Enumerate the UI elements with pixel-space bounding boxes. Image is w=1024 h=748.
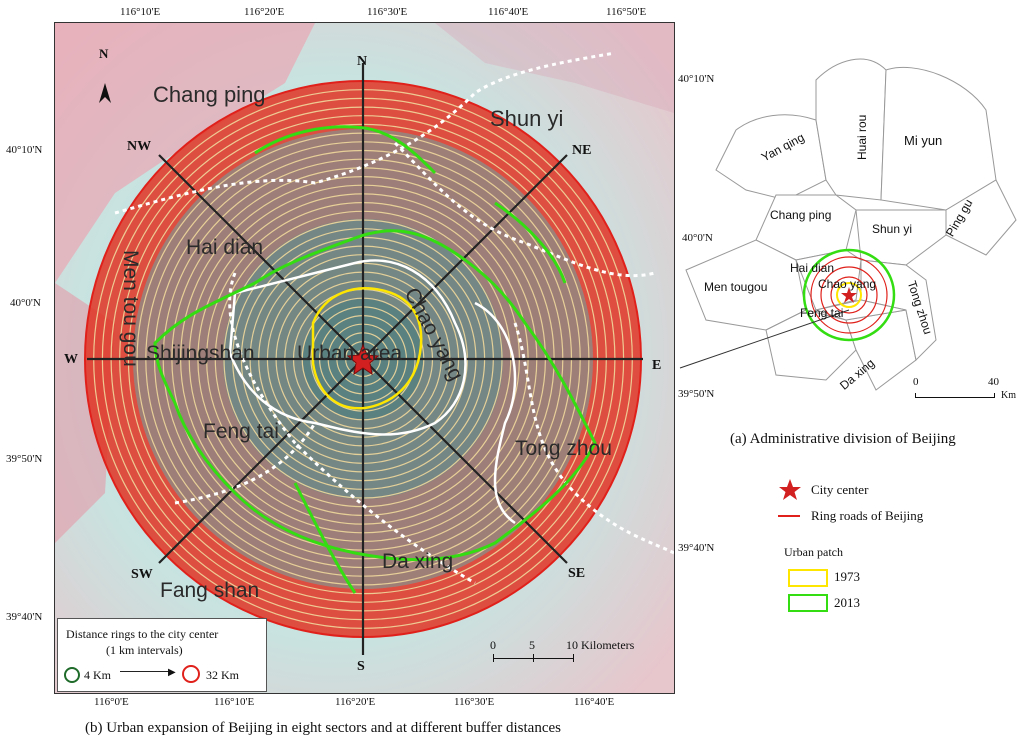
legend-urban-patch: Urban patch [784,545,843,559]
right-lat-3: 39°50'N [678,388,715,400]
left-lat-3: 39°50'N [6,453,43,465]
legend-2013: 2013 [834,595,860,610]
outer-ring-icon [182,665,200,683]
caption-a: (a) Administrative division of Beijing [730,431,956,447]
caption-b: (b) Urban expansion of Beijing in eight … [85,720,561,736]
admin-scale-tick-40 [994,393,995,398]
admin-label-shun-yi: Shun yi [872,222,913,236]
top-lon-2: 116°20'E [244,6,285,18]
admin-scale-line [915,397,995,398]
top-lon-5: 116°50'E [606,6,647,18]
admin-label-feng-tai: Feng tai [800,306,844,320]
ring-legend-title: Distance rings to the city center [66,627,219,641]
district-shun-yi: Shun yi [490,106,564,131]
left-lat-1: 40°10'N [6,144,43,156]
district-tong-zhou: Tong zhou [515,437,612,460]
ring-road-line-icon [778,515,800,517]
patch-2013-icon [788,594,828,612]
top-lon-1: 116°10'E [120,6,161,18]
arrow-head-icon: ▶ [168,667,176,678]
admin-label-chang-ping: Chang ping [770,208,832,222]
admin-scale-tick-0 [915,393,916,398]
admin-label-huai-rou: Huai rou [855,114,869,160]
scale-bar-label-5: 5 [529,638,535,652]
outer-ring-label: 32 Km [206,668,239,682]
bottom-lon-2: 116°10'E [214,696,255,708]
dir-n: N [357,54,368,69]
legend-city-center: City center [811,482,869,497]
left-lat-2: 40°0'N [10,297,41,309]
ring-legend-subtitle: (1 km intervals) [106,643,183,657]
ring-legend: Distance rings to the city center (1 km … [57,618,267,692]
scale-bar-label-10: 10 Kilometers [566,638,635,652]
admin-label-hai-dian: Hai dian [790,261,835,275]
district-chang-ping: Chang ping [153,82,266,107]
patch-1973-icon [788,569,828,587]
admin-label-men-tougou: Men tougou [704,280,768,294]
dir-ne: NE [572,143,592,158]
district-hai-dian: Hai dian [186,236,264,259]
dir-s: S [357,659,365,674]
north-arrow-label: N [99,46,109,61]
scale-bar-tick-10 [573,654,574,662]
dir-se: SE [568,566,586,581]
right-lat-1: 40°10'N [678,73,715,85]
bottom-lon-4: 116°30'E [454,696,495,708]
district-feng-tai: Feng tai [203,420,279,443]
district-shijingshan: Shijingshan [146,342,255,365]
admin-scale-0: 0 [913,376,919,388]
left-lat-4: 39°40'N [6,611,43,623]
top-lon-4: 116°40'E [488,6,529,18]
district-fang-shan: Fang shan [160,579,260,602]
admin-label-chao-yang: Chao yang [818,277,877,291]
admin-label-mi-yun: Mi yun [904,133,943,148]
arrow-icon [120,671,170,672]
admin-scale-unit: Km [1001,390,1016,401]
bottom-lon-5: 116°40'E [574,696,615,708]
right-lat-4: 39°40'N [678,542,715,554]
legend-1973: 1973 [834,569,860,584]
admin-division-map [679,58,1017,391]
dir-nw: NW [127,139,152,154]
right-lat-2: 40°0'N [682,232,713,244]
scale-bar-label-0: 0 [490,638,496,652]
district-men-tou-gou: Men tou gou [119,250,142,367]
scale-bar-tick-5 [533,654,534,662]
district-da-xing: Da xing [382,550,454,573]
legend-ring-roads: Ring roads of Beijing [811,508,924,523]
dir-e: E [652,358,662,373]
inner-ring-icon [64,667,80,683]
buffer-map [54,22,675,694]
city-center-star-icon [779,479,801,500]
scale-bar-tick-0 [493,654,494,662]
district-urban-area: Urban area [297,342,403,365]
buffer-map-graphic [55,23,674,693]
dir-w: W [64,352,78,367]
bottom-lon-3: 116°20'E [335,696,376,708]
dir-sw: SW [131,567,153,582]
top-lon-3: 116°30'E [367,6,408,18]
inner-ring-label: 4 Km [84,668,111,682]
admin-scale-40: 40 [988,376,999,388]
bottom-lon-1: 116°0'E [94,696,129,708]
